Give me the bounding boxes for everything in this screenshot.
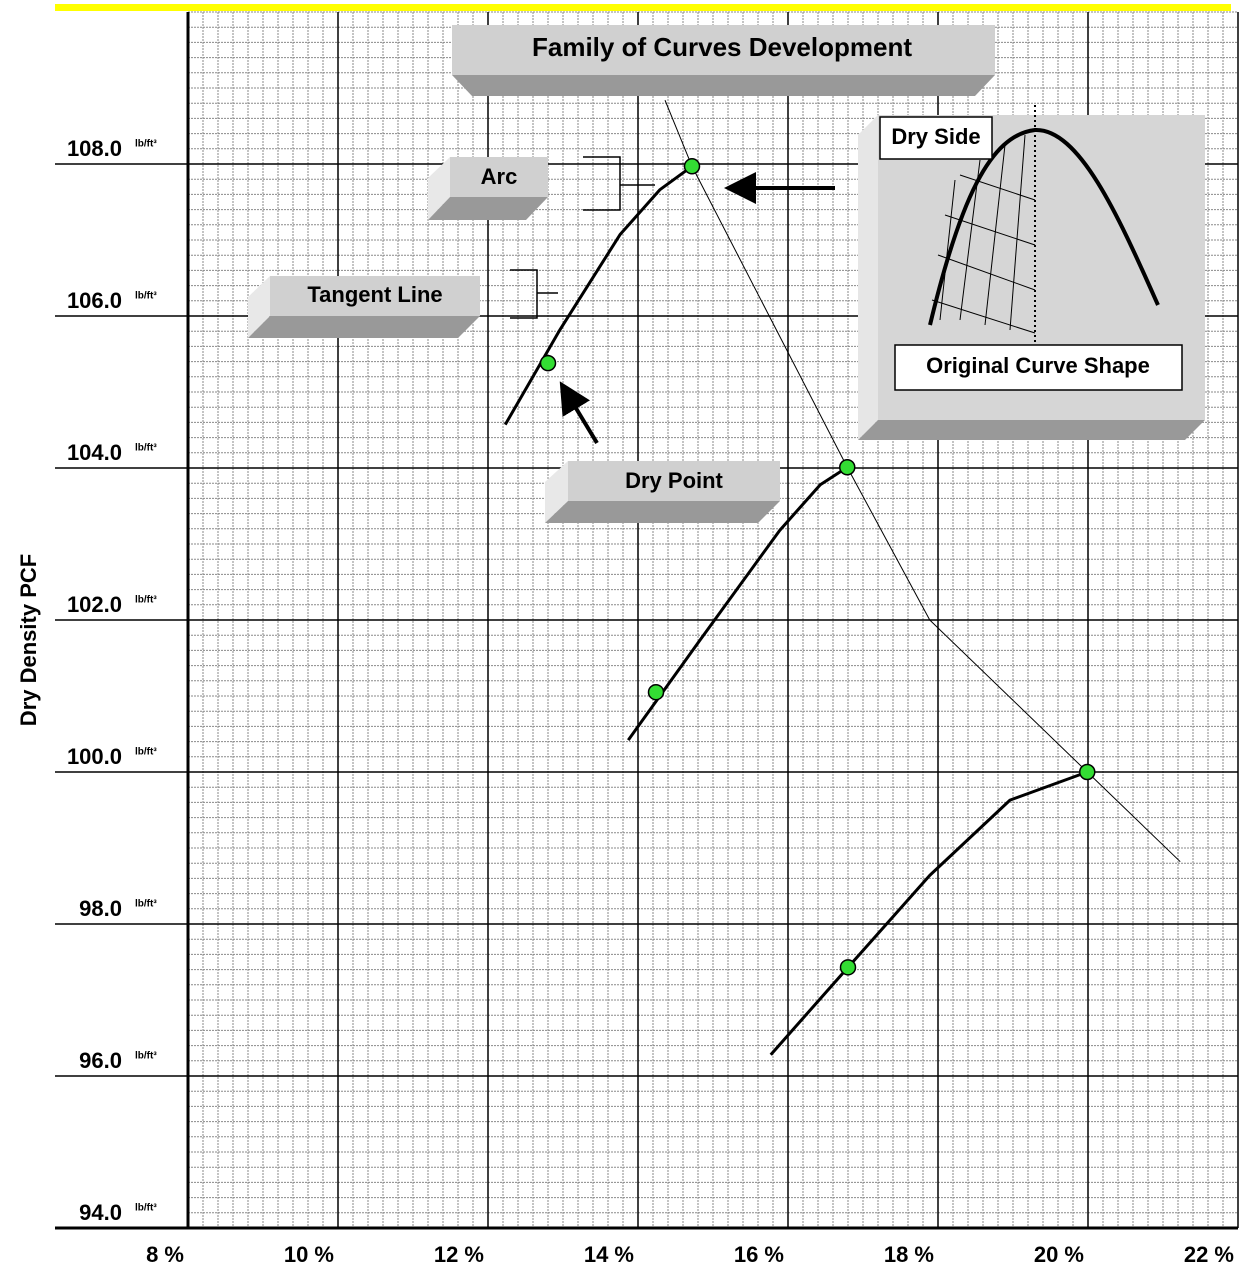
x-tick-label: 12 %: [434, 1242, 484, 1267]
y-tick-label: 96.0: [79, 1048, 122, 1073]
y-tick-label: 108.0: [67, 136, 122, 161]
chart: Dry Density PCF Family of Curves Develop…: [0, 0, 1241, 1272]
annotation: Dry Point: [625, 468, 723, 493]
data-point: [840, 460, 855, 475]
x-tick-label: 14 %: [584, 1242, 634, 1267]
y-unit: lb/ft³: [135, 747, 157, 758]
chart-title: Family of Curves Development: [532, 32, 912, 62]
y-tick-label: 102.0: [67, 592, 122, 617]
y-tick-label: 98.0: [79, 896, 122, 921]
y-unit: lb/ft³: [135, 595, 157, 606]
tangent-box: Tangent Line: [248, 276, 480, 338]
x-tick-label: 8 %: [146, 1242, 184, 1267]
y-unit: lb/ft³: [135, 1051, 157, 1062]
top-bar: [55, 4, 1231, 11]
annotation: Arc: [481, 164, 518, 189]
data-point: [1080, 765, 1095, 780]
y-unit: lb/ft³: [135, 899, 157, 910]
data-point: [841, 960, 856, 975]
x-tick-label: 20 %: [1034, 1242, 1084, 1267]
arc-bracket: [583, 157, 655, 210]
y-unit: lb/ft³: [135, 139, 157, 150]
data-point: [649, 685, 664, 700]
y-unit: lb/ft³: [135, 1203, 157, 1214]
title-box: Family of Curves Development: [452, 25, 995, 96]
data-point: [685, 159, 700, 174]
annotation: Original Curve Shape: [926, 353, 1150, 378]
y-tick-label: 100.0: [67, 744, 122, 769]
annotation: Tangent Line: [307, 282, 442, 307]
y-tick-label: 106.0: [67, 288, 122, 313]
arc-box: Arc: [428, 157, 548, 220]
y-axis-label: Dry Density PCF: [16, 554, 41, 726]
annotation: Dry Side: [891, 124, 980, 149]
y-tick-label: 104.0: [67, 440, 122, 465]
y-unit: lb/ft³: [135, 291, 157, 302]
y-tick-label: 94.0: [79, 1200, 122, 1225]
x-tick-label: 22 %: [1184, 1242, 1234, 1267]
tangent-bracket: [510, 270, 558, 318]
inset: Dry Side Original Curve Shape: [858, 105, 1205, 440]
data-point: [541, 356, 556, 371]
x-tick-label: 18 %: [884, 1242, 934, 1267]
x-tick-label: 16 %: [734, 1242, 784, 1267]
x-tick-label: 10 %: [284, 1242, 334, 1267]
y-unit: lb/ft³: [135, 443, 157, 454]
drypoint-box: Dry Point: [545, 461, 780, 523]
